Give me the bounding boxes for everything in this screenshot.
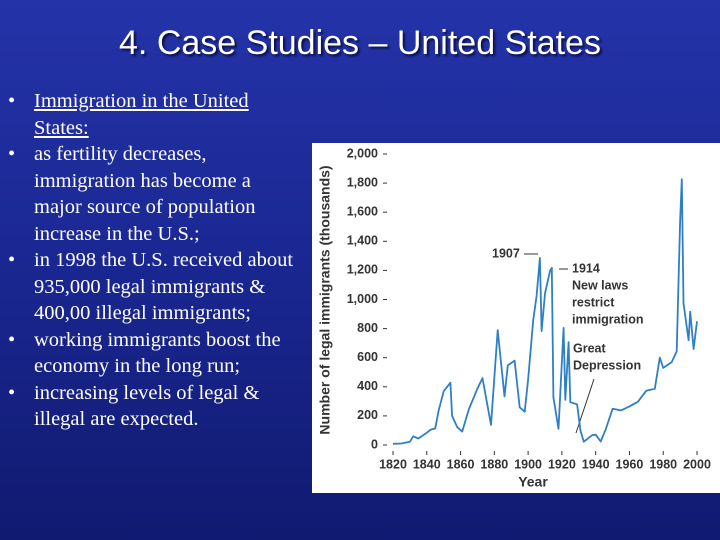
x-tick-label: 1840: [413, 457, 441, 471]
y-tick-label: 600: [357, 350, 378, 364]
y-tick-label: 1,600: [347, 204, 378, 218]
x-tick-label: 1900: [514, 457, 542, 471]
bullet-list: Immigration in the United States: as fer…: [8, 88, 298, 433]
y-tick-label: 1,200: [347, 263, 378, 277]
bullet-text: working immigrants boost the economy in …: [34, 328, 281, 378]
annotation: Great: [573, 341, 606, 355]
slide-title: 4. Case Studies – United States: [119, 24, 601, 62]
x-tick-label: 1920: [548, 457, 576, 471]
annotation: immigration: [572, 312, 644, 326]
y-tick-label: 0: [371, 437, 378, 451]
y-tick-label: 2,000: [347, 146, 378, 160]
bullet-text: in 1998 the U.S. received about 935,000 …: [34, 249, 294, 324]
bullet: Immigration in the United States:: [8, 88, 298, 141]
y-tick-label: 400: [357, 379, 378, 393]
x-tick-label: 1820: [379, 457, 407, 471]
bullet: working immigrants boost the economy in …: [8, 327, 298, 380]
y-tick-label: 1,400: [347, 234, 378, 248]
bullet: increasing levels of legal & illegal are…: [8, 380, 298, 433]
chart: Year Number of legal immigrants (thousan…: [312, 143, 720, 493]
bullet-text: increasing levels of legal & illegal are…: [34, 381, 260, 431]
x-tick-label: 1860: [447, 457, 475, 471]
x-axis-label: Year: [518, 474, 548, 490]
annotation: 1907: [492, 246, 520, 260]
y-tick-label: 200: [357, 408, 378, 422]
y-tick-label: 800: [357, 321, 378, 335]
x-tick-label: 1940: [582, 457, 610, 471]
x-tick-label: 1880: [480, 457, 508, 471]
annotation: Depression: [573, 358, 641, 372]
y-tick-label: 1,800: [347, 175, 378, 189]
annotation: 1914: [572, 261, 600, 275]
bullet: as fertility decreases, immigration has …: [8, 141, 298, 247]
data-line: [392, 178, 698, 445]
annotation-leader: [575, 378, 595, 434]
x-tick-label: 1960: [616, 457, 644, 471]
annotation: restrict: [572, 295, 615, 309]
y-axis-label: Number of legal immigrants (thousands): [317, 165, 333, 434]
bullet: in 1998 the U.S. received about 935,000 …: [8, 247, 298, 327]
annotation: New laws: [572, 278, 628, 292]
x-tick-label: 1980: [649, 457, 677, 471]
bullet-text: Immigration in the United States:: [34, 90, 249, 139]
bullet-text: as fertility decreases, immigration has …: [34, 143, 256, 245]
y-tick-label: 1,000: [347, 292, 378, 306]
x-tick-label: 2000: [683, 457, 711, 471]
